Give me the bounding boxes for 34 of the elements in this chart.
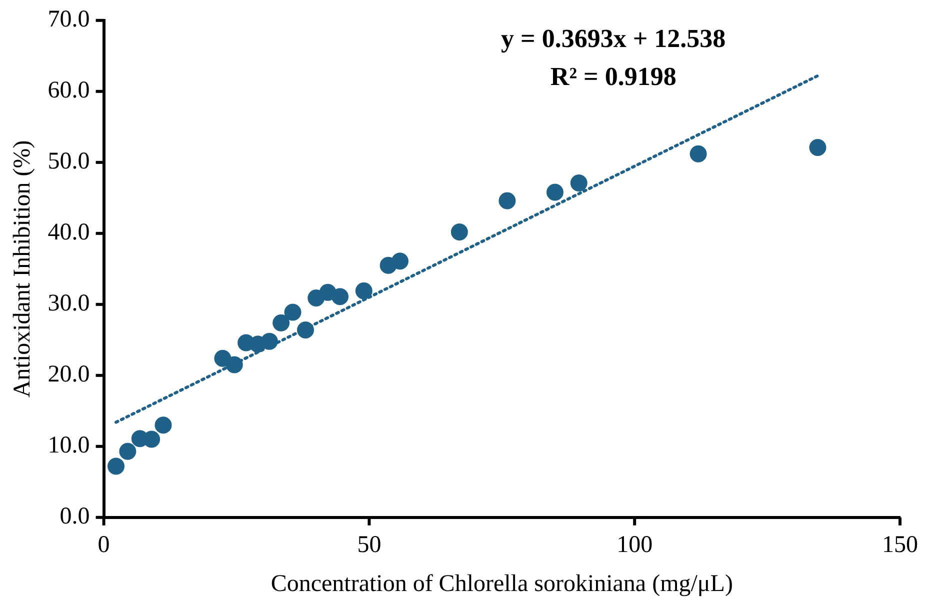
- y-tick-label: 10.0: [48, 432, 90, 459]
- point: [119, 442, 136, 460]
- y-tick-label: 20.0: [48, 362, 90, 388]
- y-tick-label: 50.0: [48, 148, 90, 175]
- x-tick-label: 150: [882, 532, 918, 558]
- annotation: y = 0.3693x + 12.538: [501, 24, 726, 54]
- y-tick-label: 40.0: [48, 220, 90, 246]
- point: [809, 138, 826, 156]
- point: [690, 145, 707, 162]
- annotation: R² = 0.9198: [550, 62, 676, 92]
- x-tick-label: 100: [616, 532, 653, 558]
- y-axis-title: Antioxidant Inhibition (%): [10, 140, 36, 398]
- y-tick-label: 60.0: [48, 78, 90, 104]
- point: [355, 282, 372, 300]
- point: [332, 288, 349, 306]
- point: [143, 430, 160, 448]
- point: [154, 416, 172, 434]
- y-tick-label: 0.0: [60, 504, 90, 530]
- point: [450, 223, 468, 240]
- y-tick-label: 70.0: [48, 6, 90, 33]
- y-tick-label: 30.0: [48, 290, 90, 317]
- point: [546, 184, 564, 201]
- point: [272, 314, 290, 332]
- x-tick-label: 50: [357, 532, 382, 558]
- point: [284, 304, 302, 321]
- point: [498, 192, 516, 210]
- point: [108, 458, 125, 475]
- point: [570, 174, 588, 192]
- x-axis-title: Concentration of Chlorella sorokiniana (mg/μL): [270, 570, 733, 597]
- x-tick-label: 0: [98, 532, 110, 558]
- point: [391, 252, 408, 270]
- point: [226, 356, 243, 374]
- point: [260, 332, 278, 350]
- point: [297, 321, 314, 338]
